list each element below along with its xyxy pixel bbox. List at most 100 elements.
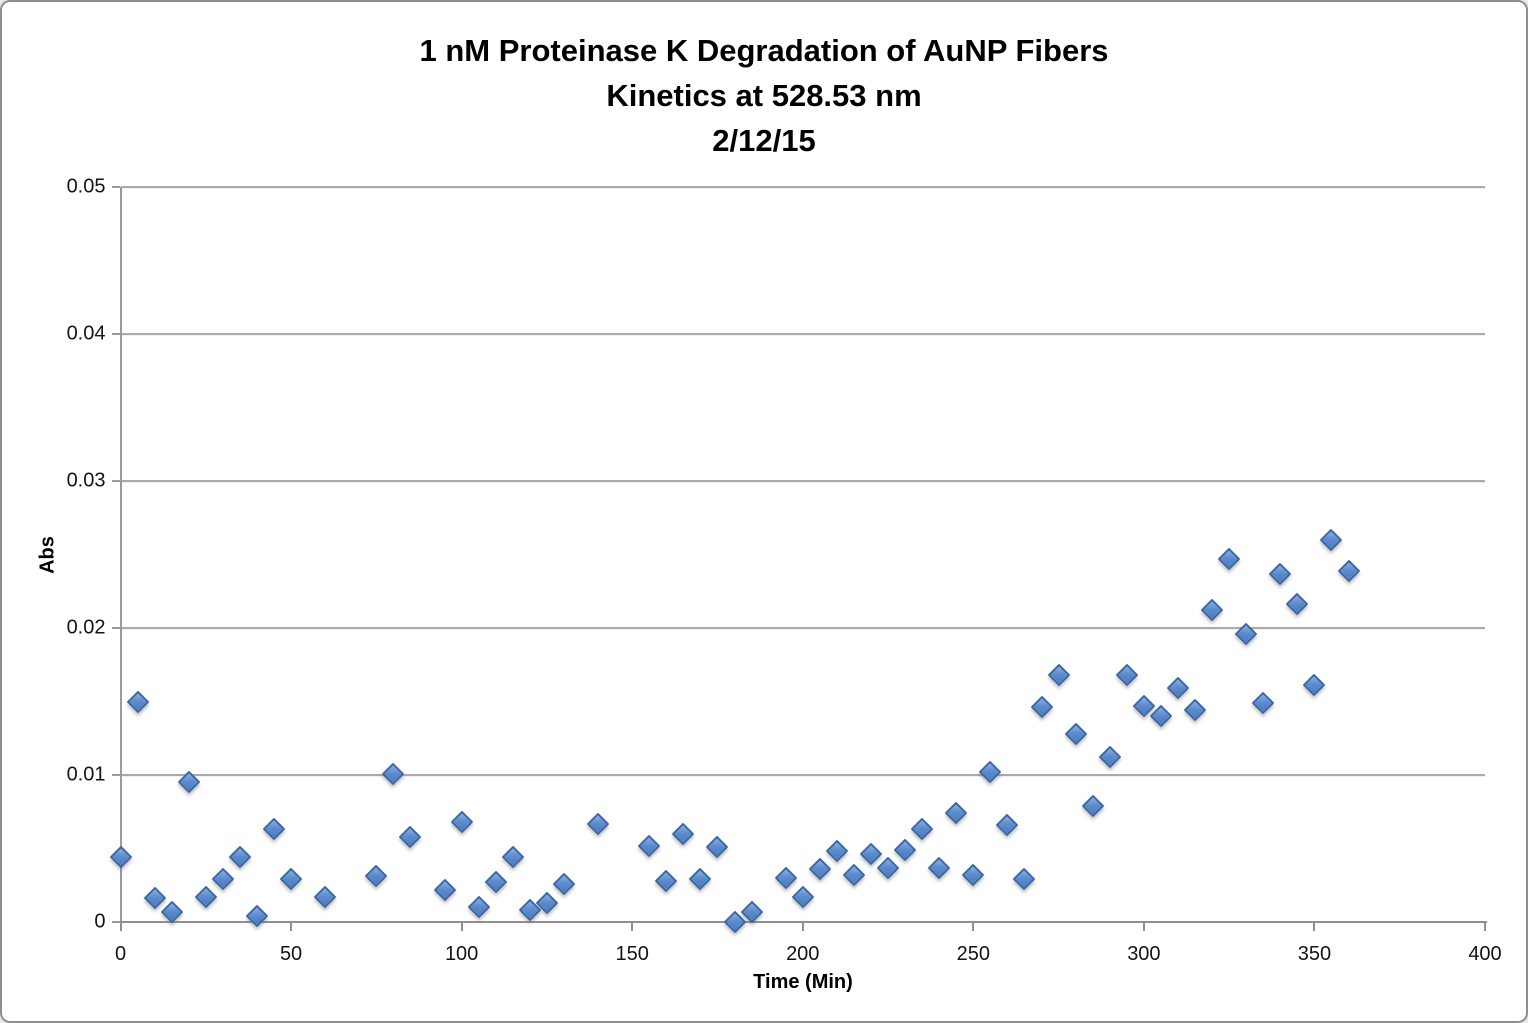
data-point[interactable] xyxy=(467,895,490,919)
data-point[interactable] xyxy=(109,845,132,869)
gridline-y-0.03 xyxy=(120,480,1485,482)
data-point[interactable] xyxy=(791,885,815,909)
x-tick-400 xyxy=(1484,923,1486,931)
x-tick-200 xyxy=(801,923,804,931)
x-tick-300 xyxy=(1142,923,1145,931)
data-point[interactable] xyxy=(433,878,456,901)
x-tick-50 xyxy=(290,923,293,931)
data-point[interactable] xyxy=(1200,599,1224,622)
data-point[interactable] xyxy=(1217,547,1241,571)
gridline-y-0.01 xyxy=(120,774,1485,776)
data-point[interactable] xyxy=(126,690,149,713)
data-point[interactable] xyxy=(893,838,917,862)
y-tick-0.04 xyxy=(111,333,120,335)
gridline-y-0.02 xyxy=(120,627,1485,629)
y-tick-label-0.02: 0.02 xyxy=(66,616,106,639)
chart-title-line2: Kinetics at 528.53 nm xyxy=(606,78,922,113)
data-point[interactable] xyxy=(450,810,473,834)
data-point[interactable] xyxy=(654,869,678,893)
data-point[interactable] xyxy=(160,900,183,924)
x-tick-label-150: 150 xyxy=(615,943,649,965)
y-tick-label-0.05: 0.05 xyxy=(66,175,106,198)
x-tick-100 xyxy=(460,923,463,931)
gridline-y-0.04 xyxy=(120,333,1485,335)
data-point[interactable] xyxy=(1064,722,1087,746)
y-axis-title: Abs xyxy=(36,536,59,574)
data-point[interactable] xyxy=(262,818,286,841)
data-point[interactable] xyxy=(637,834,661,857)
data-point[interactable] xyxy=(1251,691,1275,715)
data-point[interactable] xyxy=(1286,593,1309,616)
x-tick-250 xyxy=(972,923,975,931)
data-point[interactable] xyxy=(1030,696,1053,719)
data-point[interactable] xyxy=(927,856,951,879)
data-point[interactable] xyxy=(1337,559,1360,582)
x-tick-label-400: 400 xyxy=(1468,943,1502,965)
data-point[interactable] xyxy=(1047,663,1070,687)
x-axis-line xyxy=(112,921,1487,923)
data-point[interactable] xyxy=(876,856,900,879)
data-point[interactable] xyxy=(586,812,610,835)
data-point[interactable] xyxy=(1166,676,1190,700)
x-tick-350 xyxy=(1313,923,1316,931)
y-tick-label-0: 0 xyxy=(94,910,106,933)
data-point[interactable] xyxy=(944,801,968,825)
data-point[interactable] xyxy=(1268,562,1292,585)
data-point[interactable] xyxy=(399,825,422,849)
x-tick-label-100: 100 xyxy=(444,943,479,965)
y-tick-0 xyxy=(111,921,120,923)
x-tick-label-250: 250 xyxy=(956,943,990,965)
data-point[interactable] xyxy=(979,760,1002,784)
chart-title-line3: 2/12/15 xyxy=(712,123,816,158)
data-point[interactable] xyxy=(211,868,235,891)
data-point[interactable] xyxy=(245,904,269,928)
data-point[interactable] xyxy=(1115,663,1139,687)
data-point[interactable] xyxy=(961,863,985,887)
data-point[interactable] xyxy=(552,872,576,896)
data-point[interactable] xyxy=(484,870,508,894)
data-point[interactable] xyxy=(910,818,934,841)
data-point[interactable] xyxy=(996,813,1019,837)
data-point[interactable] xyxy=(672,822,695,846)
data-point[interactable] xyxy=(1303,674,1326,697)
x-tick-0 xyxy=(119,923,122,931)
data-point[interactable] xyxy=(1320,528,1343,552)
y-tick-0.03 xyxy=(111,480,120,482)
x-tick-label-0: 0 xyxy=(114,943,127,965)
chart-title: 1 nM Proteinase K Degradation of AuNP Fi… xyxy=(2,28,1526,163)
data-point[interactable] xyxy=(1081,794,1105,818)
data-point[interactable] xyxy=(689,868,712,891)
data-point[interactable] xyxy=(279,868,303,891)
data-point[interactable] xyxy=(1183,698,1207,722)
data-point[interactable] xyxy=(194,885,218,909)
x-tick-label-300: 300 xyxy=(1127,943,1161,965)
x-tick-label-50: 50 xyxy=(279,943,303,965)
data-point[interactable] xyxy=(825,840,849,863)
x-tick-label-350: 350 xyxy=(1297,943,1332,965)
data-point[interactable] xyxy=(1013,868,1036,891)
data-point[interactable] xyxy=(143,887,166,910)
x-axis-title: Time (Min) xyxy=(753,971,853,993)
data-point[interactable] xyxy=(501,845,525,869)
y-axis-line xyxy=(119,187,122,931)
data-point[interactable] xyxy=(382,762,405,785)
y-tick-0.02 xyxy=(111,627,120,629)
data-point[interactable] xyxy=(313,885,337,909)
data-point[interactable] xyxy=(859,843,883,866)
x-tick-label-200: 200 xyxy=(786,943,820,965)
data-point[interactable] xyxy=(1234,622,1258,646)
data-point[interactable] xyxy=(228,845,252,869)
chart-title-line1: 1 nM Proteinase K Degradation of AuNP Fi… xyxy=(419,33,1109,68)
data-point[interactable] xyxy=(365,865,388,888)
data-point[interactable] xyxy=(1098,746,1122,769)
data-point[interactable] xyxy=(774,866,798,890)
y-tick-0.05 xyxy=(111,186,120,188)
x-tick-150 xyxy=(631,923,634,931)
y-tick-label-0.01: 0.01 xyxy=(66,763,106,786)
y-tick-label-0.04: 0.04 xyxy=(66,322,106,345)
data-point[interactable] xyxy=(842,863,866,887)
data-point[interactable] xyxy=(808,857,832,881)
data-point[interactable] xyxy=(706,835,729,859)
